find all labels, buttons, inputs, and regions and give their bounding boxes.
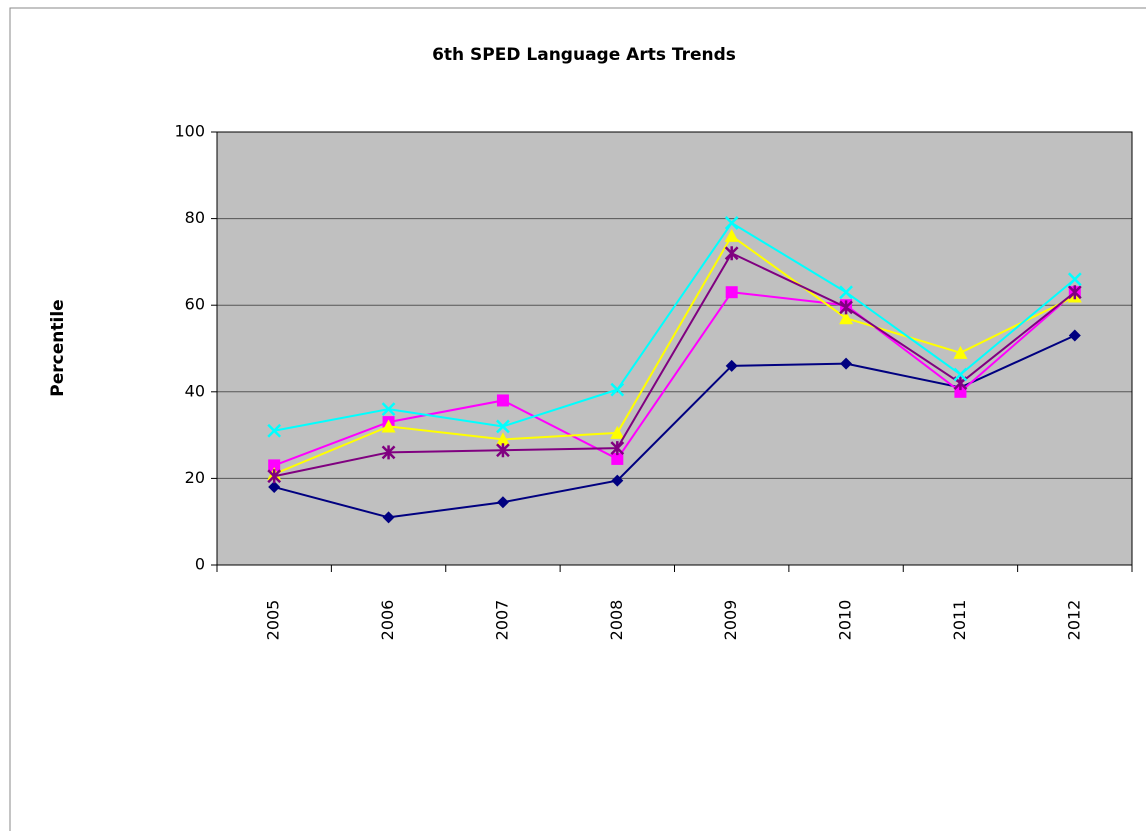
y-axis-title: Percentile <box>48 299 68 396</box>
series-line <box>274 221 1076 432</box>
x-tick-label: 2011 <box>950 600 969 641</box>
marker <box>496 394 509 407</box>
marker-shape <box>953 367 968 382</box>
marker <box>496 443 510 458</box>
y-tick-label: 0 <box>195 555 205 574</box>
marker-shape <box>840 357 853 370</box>
series-line <box>273 291 1076 467</box>
marker-shape <box>381 402 396 417</box>
marker <box>953 345 968 359</box>
marker-shape <box>724 216 739 230</box>
marker-shape <box>839 311 854 325</box>
marker-shape <box>610 441 625 456</box>
y-tick-label: 20 <box>185 468 205 487</box>
marker <box>1067 272 1082 287</box>
marker <box>268 481 281 494</box>
x-tick-label: 2006 <box>378 600 397 641</box>
marker <box>610 441 625 456</box>
y-tick-label: 100 <box>174 122 205 141</box>
marker <box>267 469 282 484</box>
marker <box>495 432 510 446</box>
plot-area <box>217 132 1132 565</box>
marker <box>611 452 624 465</box>
marker-shape <box>610 382 625 397</box>
marker-shape <box>611 474 624 487</box>
marker-shape <box>724 228 739 242</box>
marker-shape <box>496 496 509 509</box>
marker <box>381 402 396 417</box>
marker-shape <box>954 385 967 398</box>
marker <box>839 285 853 300</box>
marker <box>1068 329 1081 342</box>
x-tick-label: 2010 <box>836 600 855 641</box>
marker <box>268 459 281 472</box>
marker-shape <box>725 359 738 372</box>
marker <box>725 286 738 299</box>
marker-shape <box>268 459 281 472</box>
marker <box>496 419 510 434</box>
x-tick-label: 2005 <box>264 600 283 641</box>
marker <box>839 300 853 315</box>
marker <box>840 357 853 370</box>
series-line <box>273 234 1076 475</box>
x-tick-label: 2012 <box>1064 600 1083 641</box>
marker <box>839 311 854 325</box>
marker-shape <box>610 425 625 439</box>
marker-shape <box>381 419 396 433</box>
marker-shape <box>1067 272 1082 287</box>
marker <box>267 423 282 438</box>
marker-shape <box>496 394 509 407</box>
marker <box>610 382 625 397</box>
marker-shape <box>495 432 510 446</box>
marker <box>725 359 738 372</box>
marker <box>724 246 739 261</box>
marker-shape <box>839 285 853 300</box>
x-tick-label: 2007 <box>492 600 511 641</box>
marker <box>382 511 395 524</box>
marker-shape <box>1068 329 1081 342</box>
series-line <box>273 334 1076 519</box>
marker-shape <box>953 345 968 359</box>
y-tick-label: 40 <box>185 381 205 400</box>
marker <box>611 474 624 487</box>
marker <box>381 419 396 433</box>
chart-title: 6th SPED Language Arts Trends <box>432 45 736 65</box>
x-tick-label: 2009 <box>721 600 740 641</box>
marker-shape <box>382 511 395 524</box>
y-tick-label: 80 <box>185 208 205 227</box>
marker <box>496 496 509 509</box>
marker <box>610 425 625 439</box>
marker-shape <box>725 286 738 299</box>
marker-shape <box>381 445 396 460</box>
marker-shape <box>724 246 739 261</box>
marker-shape <box>267 423 282 438</box>
marker-shape <box>496 443 510 458</box>
x-tick-label: 2008 <box>607 600 626 641</box>
marker-shape <box>496 419 510 434</box>
marker-shape <box>268 481 281 494</box>
marker-shape <box>839 300 853 315</box>
marker <box>724 216 739 230</box>
marker-shape <box>611 452 624 465</box>
marker <box>1067 285 1082 300</box>
marker-shape <box>267 469 282 484</box>
marker <box>724 228 739 242</box>
marker <box>954 385 967 398</box>
marker <box>953 367 968 382</box>
y-tick-label: 60 <box>185 295 205 314</box>
marker <box>381 445 396 460</box>
marker-shape <box>1067 285 1082 300</box>
series-line <box>273 251 1076 478</box>
